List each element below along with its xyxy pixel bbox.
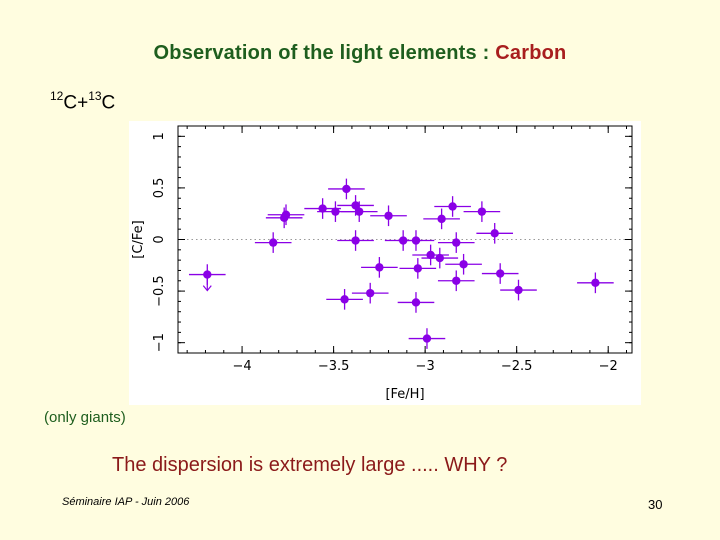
upper-limit-arrow-head: [202, 285, 212, 292]
y-tick-label: 0.5: [152, 178, 167, 199]
data-point: [426, 250, 435, 260]
data-point: [268, 238, 278, 247]
dispersion-question: The dispersion is extremely large ..... …: [112, 454, 508, 476]
data-point: [318, 204, 327, 213]
data-point: [351, 236, 360, 245]
data-point: [384, 211, 393, 220]
isotope-mass-13: 13: [88, 89, 102, 103]
isotope-carbon-plus: C+: [63, 92, 89, 114]
data-point: [342, 184, 351, 194]
data-point: [490, 229, 499, 238]
footer-seminar: Séminaire IAP - Juin 2006: [62, 496, 190, 508]
data-point: [411, 298, 421, 307]
data-point: [452, 276, 461, 285]
x-tick-label: −3.5: [318, 359, 350, 374]
x-tick-label: −3: [416, 359, 435, 374]
data-point: [355, 207, 364, 216]
data-point: [281, 210, 291, 219]
y-tick-label: 1: [152, 132, 167, 140]
data-point: [422, 334, 432, 343]
sample-note: (only giants): [44, 409, 126, 426]
data-point: [452, 238, 461, 247]
scatter-plot: −4 −3.5 −3 −2.5 −2 −1 −0.5 0 0.5 1 [Fe/H] [C/Fe]: [131, 125, 633, 402]
data-point: [435, 253, 444, 263]
slide-title-main: Observation of the light elements :: [153, 42, 496, 64]
data-point: [366, 288, 375, 298]
data-point: [495, 269, 505, 278]
x-tick-label: −2.5: [501, 359, 533, 374]
data-point: [413, 264, 423, 273]
data-point: [411, 236, 421, 245]
data-point: [351, 201, 360, 210]
slide-title: Observation of the light elements : Carb…: [0, 42, 720, 65]
data-point: [477, 207, 487, 216]
data-point: [448, 202, 457, 211]
isotope-mass-12: 12: [50, 89, 64, 103]
data-point: [459, 260, 468, 269]
y-tick-label: −0.5: [152, 275, 167, 307]
page-number: 30: [648, 497, 663, 512]
x-tick-label: −4: [232, 359, 251, 374]
data-point: [331, 207, 340, 216]
x-tick-label: −2: [599, 359, 618, 374]
data-point: [514, 285, 523, 295]
isotope-label: 12C+13C: [50, 89, 116, 114]
y-axis-label: [C/Fe]: [131, 220, 146, 258]
y-tick-label: −1: [152, 333, 167, 352]
scatter-plot-panel: −4 −3.5 −3 −2.5 −2 −1 −0.5 0 0.5 1 [Fe/H] [C/Fe]: [129, 121, 641, 405]
data-point: [375, 263, 384, 272]
x-axis-label: [Fe/H]: [385, 387, 424, 402]
isotope-carbon: C: [101, 92, 116, 114]
data-point: [591, 278, 600, 288]
data-point: [340, 295, 349, 304]
y-tick-label: 0: [152, 235, 167, 243]
data-point: [437, 214, 446, 224]
slide-title-accent: Carbon: [495, 42, 567, 64]
